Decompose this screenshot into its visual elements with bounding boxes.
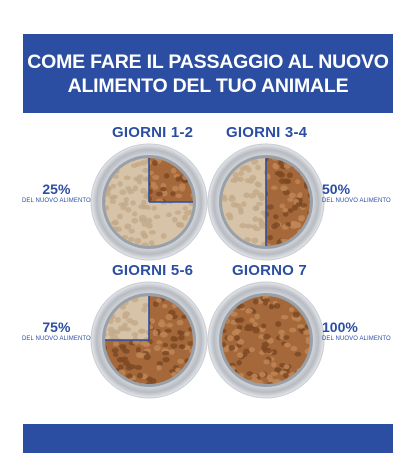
percent-label-1: 25% DEL NUOVO ALIMENTO [22, 181, 91, 205]
percent-label-4: 100% DEL NUOVO ALIMENTO [322, 319, 391, 343]
bowl-graphic [207, 281, 325, 399]
percent-caption-2: DEL NUOVO ALIMENTO [322, 198, 391, 204]
bowl-graphic [90, 281, 208, 399]
percent-value-4: 100% [322, 319, 358, 335]
percent-label-3: 75% DEL NUOVO ALIMENTO [22, 319, 91, 343]
percent-value-1: 25% [42, 181, 71, 197]
period-label-2: GIORNI 3-4 [226, 124, 308, 141]
footer-bar [23, 424, 393, 453]
period-label-4: GIORNO 7 [232, 262, 307, 279]
period-label-3: GIORNI 5-6 [112, 262, 194, 279]
percent-caption-4: DEL NUOVO ALIMENTO [322, 336, 391, 342]
percent-value-2: 50% [322, 181, 351, 197]
title-line-2: ALIMENTO DEL TUO ANIMALE [67, 74, 349, 97]
percent-label-2: 50% DEL NUOVO ALIMENTO [322, 181, 391, 205]
bowl-graphic [90, 143, 208, 261]
food-bowl-4 [206, 280, 326, 400]
period-label-1: GIORNI 1-2 [112, 124, 194, 141]
bowl-graphic [207, 143, 325, 261]
food-bowl-2 [206, 142, 326, 262]
title-line-1: COME FARE IL PASSAGGIO AL NUOVO [27, 50, 389, 73]
percent-caption-1: DEL NUOVO ALIMENTO [22, 198, 91, 204]
food-bowl-1 [89, 142, 209, 262]
percent-caption-3: DEL NUOVO ALIMENTO [22, 336, 91, 342]
food-bowl-3 [89, 280, 209, 400]
percent-value-3: 75% [42, 319, 71, 335]
kibble-new [222, 296, 310, 384]
title-banner: COME FARE IL PASSAGGIO AL NUOVO ALIMENTO… [23, 34, 393, 113]
